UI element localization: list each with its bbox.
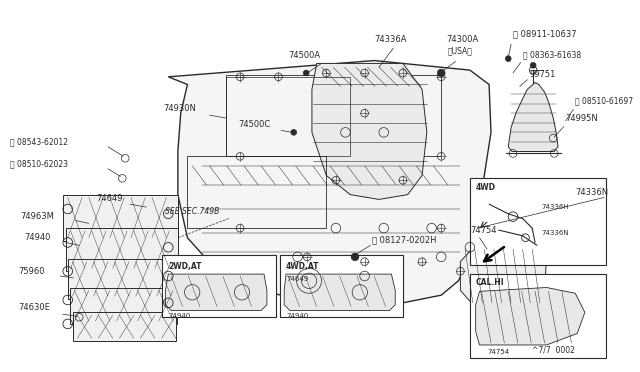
Bar — [470, 178, 606, 264]
Polygon shape — [72, 312, 176, 341]
Text: 74500A: 74500A — [288, 51, 320, 60]
Text: 74940: 74940 — [168, 313, 191, 320]
Text: 74940: 74940 — [286, 313, 308, 320]
Polygon shape — [66, 228, 178, 271]
Polygon shape — [165, 274, 267, 311]
Text: CAL.HI: CAL.HI — [476, 278, 504, 287]
Text: Ⓒ 08127-0202H: Ⓒ 08127-0202H — [372, 235, 436, 244]
Text: 2WD,AT: 2WD,AT — [168, 262, 202, 271]
Text: SEE SEC.749B: SEE SEC.749B — [165, 207, 220, 216]
Bar — [280, 255, 403, 317]
Text: Ⓢ 08510-62023: Ⓢ 08510-62023 — [10, 160, 68, 169]
Polygon shape — [508, 83, 558, 151]
Text: 74754: 74754 — [470, 226, 497, 235]
Text: 74940: 74940 — [24, 232, 51, 242]
Polygon shape — [312, 63, 427, 199]
Polygon shape — [70, 288, 177, 324]
Circle shape — [437, 69, 445, 77]
Text: 74500C: 74500C — [238, 120, 271, 129]
Circle shape — [303, 70, 309, 76]
Circle shape — [351, 253, 359, 261]
Text: Ⓢ 08510-61697: Ⓢ 08510-61697 — [575, 97, 634, 106]
Text: ⓝ 08911-10637: ⓝ 08911-10637 — [513, 30, 577, 39]
Text: 74930N: 74930N — [163, 104, 196, 113]
Circle shape — [291, 129, 296, 135]
Text: 74300A: 74300A — [446, 35, 478, 44]
Text: 74649: 74649 — [286, 276, 308, 282]
Polygon shape — [460, 246, 547, 307]
Text: 74630E: 74630E — [18, 302, 50, 311]
Text: 74336N: 74336N — [575, 187, 609, 197]
Text: Ⓢ 08543-62012: Ⓢ 08543-62012 — [10, 137, 68, 146]
Polygon shape — [168, 61, 491, 303]
Text: 99751: 99751 — [529, 70, 556, 79]
Polygon shape — [63, 195, 178, 241]
Circle shape — [531, 62, 536, 68]
Polygon shape — [476, 288, 585, 345]
Text: ^7/7  0002: ^7/7 0002 — [532, 346, 575, 355]
Text: 4WD: 4WD — [476, 183, 496, 192]
Polygon shape — [284, 274, 396, 311]
Text: 74336H: 74336H — [541, 204, 570, 210]
Text: Ⓢ 08363-61638: Ⓢ 08363-61638 — [523, 51, 580, 60]
Text: 74963M: 74963M — [20, 212, 54, 221]
Circle shape — [506, 56, 511, 61]
Polygon shape — [68, 259, 177, 299]
Text: 〈USA〉: 〈USA〉 — [448, 46, 473, 55]
Text: 75960: 75960 — [18, 267, 44, 276]
Text: 74754: 74754 — [487, 349, 509, 355]
Bar — [470, 274, 606, 358]
Text: 74649: 74649 — [97, 194, 123, 203]
Text: 4WD,AT: 4WD,AT — [286, 262, 319, 271]
Text: 74995N: 74995N — [566, 114, 598, 123]
Text: 74336A: 74336A — [374, 35, 406, 44]
Bar — [161, 255, 276, 317]
Text: 74336N: 74336N — [541, 230, 570, 236]
